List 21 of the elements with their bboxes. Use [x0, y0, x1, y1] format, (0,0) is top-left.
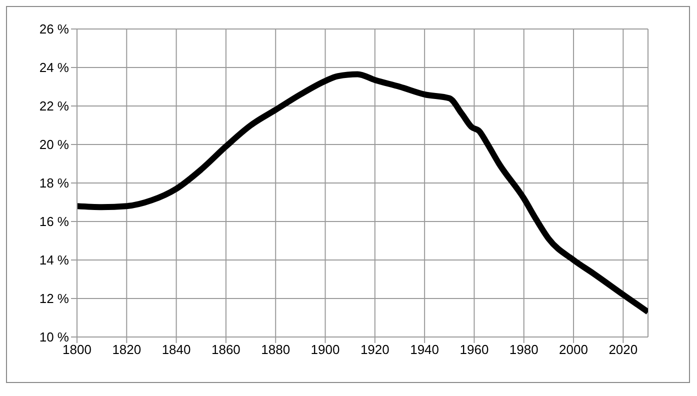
x-tick-label: 2000 — [559, 342, 588, 358]
x-tick-label: 1840 — [162, 342, 191, 358]
y-tick-label: 22 % — [39, 98, 70, 114]
x-tick-label: 1820 — [112, 342, 142, 358]
y-tick-label: 24 % — [39, 60, 70, 76]
y-tick-label: 18 % — [39, 176, 70, 191]
y-tick-label: 12 % — [39, 291, 70, 306]
x-tick-label: 1900 — [310, 342, 340, 358]
x-tick-label: 2020 — [608, 342, 638, 358]
x-tick-label: 1800 — [62, 342, 92, 358]
x-tick-label: 1880 — [261, 342, 290, 358]
x-tick-label: 1860 — [211, 342, 240, 358]
x-tick-label: 1920 — [360, 342, 390, 358]
y-tick-label: 20 % — [39, 137, 70, 152]
y-tick-label: 26 % — [39, 22, 70, 37]
y-tick-label: 10 % — [39, 330, 70, 345]
x-tick-label: 1980 — [509, 342, 538, 358]
y-tick-label: 14 % — [39, 252, 70, 268]
y-tick-label: 16 % — [39, 214, 70, 230]
x-tick-label: 1960 — [460, 342, 489, 358]
x-tick-label: 1940 — [410, 342, 440, 358]
